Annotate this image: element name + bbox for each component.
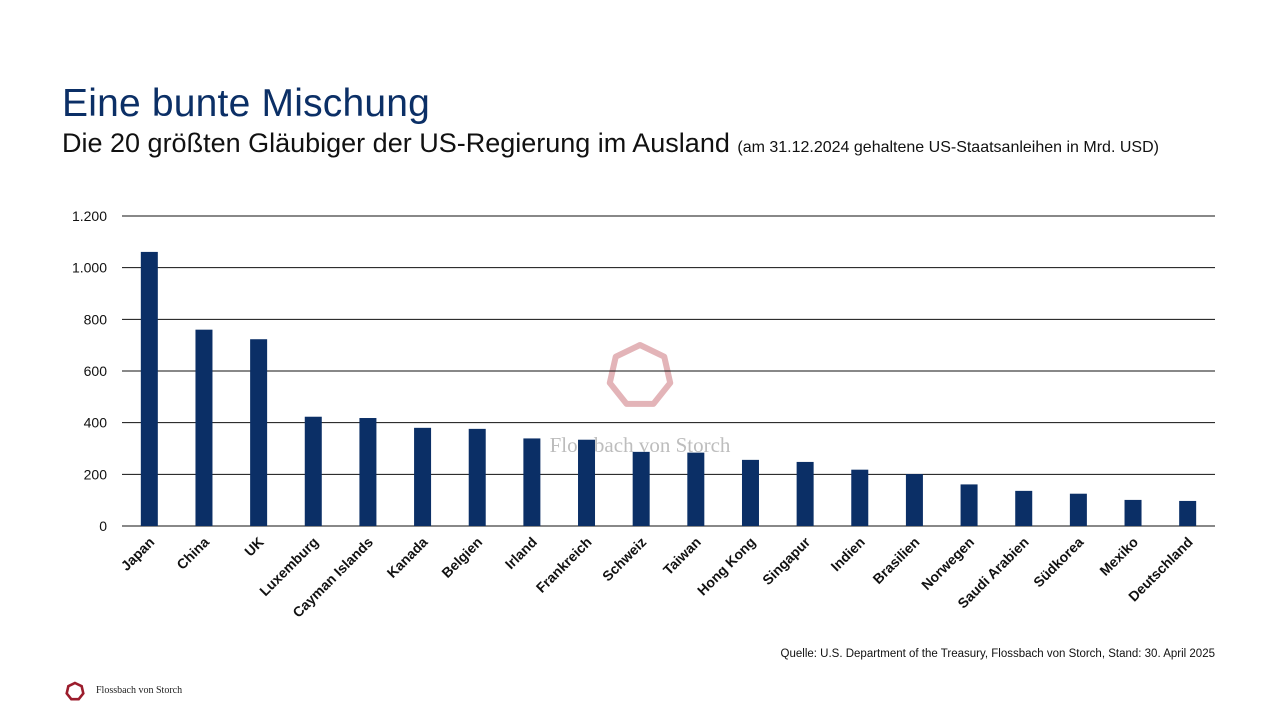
bar	[468, 428, 486, 526]
watermark-logo-icon	[606, 342, 674, 407]
bar	[687, 452, 705, 526]
page-title: Eine bunte Mischung	[62, 82, 431, 125]
y-tick-label: 1.200	[72, 208, 107, 224]
watermark: Flossbach von Storch	[550, 342, 731, 457]
y-tick-label: 200	[84, 466, 108, 482]
bar	[250, 339, 268, 526]
x-tick-label: Schweiz	[599, 534, 649, 584]
y-axis: 0 200 400 600 800 1.000 1.200	[72, 208, 107, 534]
x-tick-label: Belgien	[438, 534, 485, 581]
bar	[414, 427, 432, 526]
bar	[140, 251, 158, 526]
x-tick-label: Irland	[502, 534, 540, 572]
x-tick-label: Mexiko	[1096, 534, 1141, 579]
bar	[195, 329, 213, 526]
x-tick-label: Hong Kong	[694, 534, 759, 599]
bar	[851, 469, 869, 526]
x-tick-label: Kanada	[384, 534, 431, 581]
bar	[1015, 490, 1033, 526]
y-tick-label: 400	[84, 415, 108, 431]
bar	[632, 451, 650, 526]
bar	[905, 474, 923, 526]
heptagon-logo-icon	[65, 681, 85, 701]
bar	[304, 416, 322, 526]
subtitle-note: (am 31.12.2024 gehaltene US-Staatsanleih…	[737, 139, 1159, 156]
x-tick-label: Japan	[118, 534, 158, 574]
x-tick-label: Singapur	[759, 533, 814, 588]
bar	[1179, 500, 1197, 526]
bar	[796, 461, 814, 526]
source-note: Quelle: U.S. Department of the Treasury,…	[780, 648, 1215, 660]
bar	[359, 418, 377, 526]
x-tick-label: Taiwan	[660, 534, 704, 578]
bar	[523, 438, 541, 526]
bar	[960, 484, 978, 526]
subtitle-main: Die 20 größten Gläubiger der US-Regierun…	[62, 128, 730, 158]
bar	[1069, 493, 1087, 526]
bar	[1124, 499, 1142, 526]
footer-brand: Flossbach von Storch	[96, 685, 183, 696]
x-tick-label: Norwegen	[918, 534, 977, 593]
y-tick-label: 0	[99, 518, 107, 534]
bar	[741, 459, 759, 526]
x-tick-label: Südkorea	[1030, 534, 1087, 591]
y-tick-label: 1.000	[72, 260, 107, 276]
y-tick-label: 800	[84, 311, 108, 327]
chart-subtitle: Die 20 größten Gläubiger der US-Regierun…	[62, 128, 1159, 159]
x-tick-label: China	[173, 534, 212, 573]
bar	[578, 439, 596, 526]
x-tick-label: Indien	[827, 534, 867, 574]
x-tick-label: Frankreich	[533, 534, 595, 596]
x-tick-label: UK	[241, 534, 267, 560]
grid	[122, 215, 1215, 527]
bars	[140, 251, 1197, 526]
x-tick-label: Brasilien	[869, 534, 922, 587]
bar-chart: Flossbach von Storch 0 200 400 600 800 1.000 1…	[72, 208, 1215, 621]
y-tick-label: 600	[84, 363, 108, 379]
